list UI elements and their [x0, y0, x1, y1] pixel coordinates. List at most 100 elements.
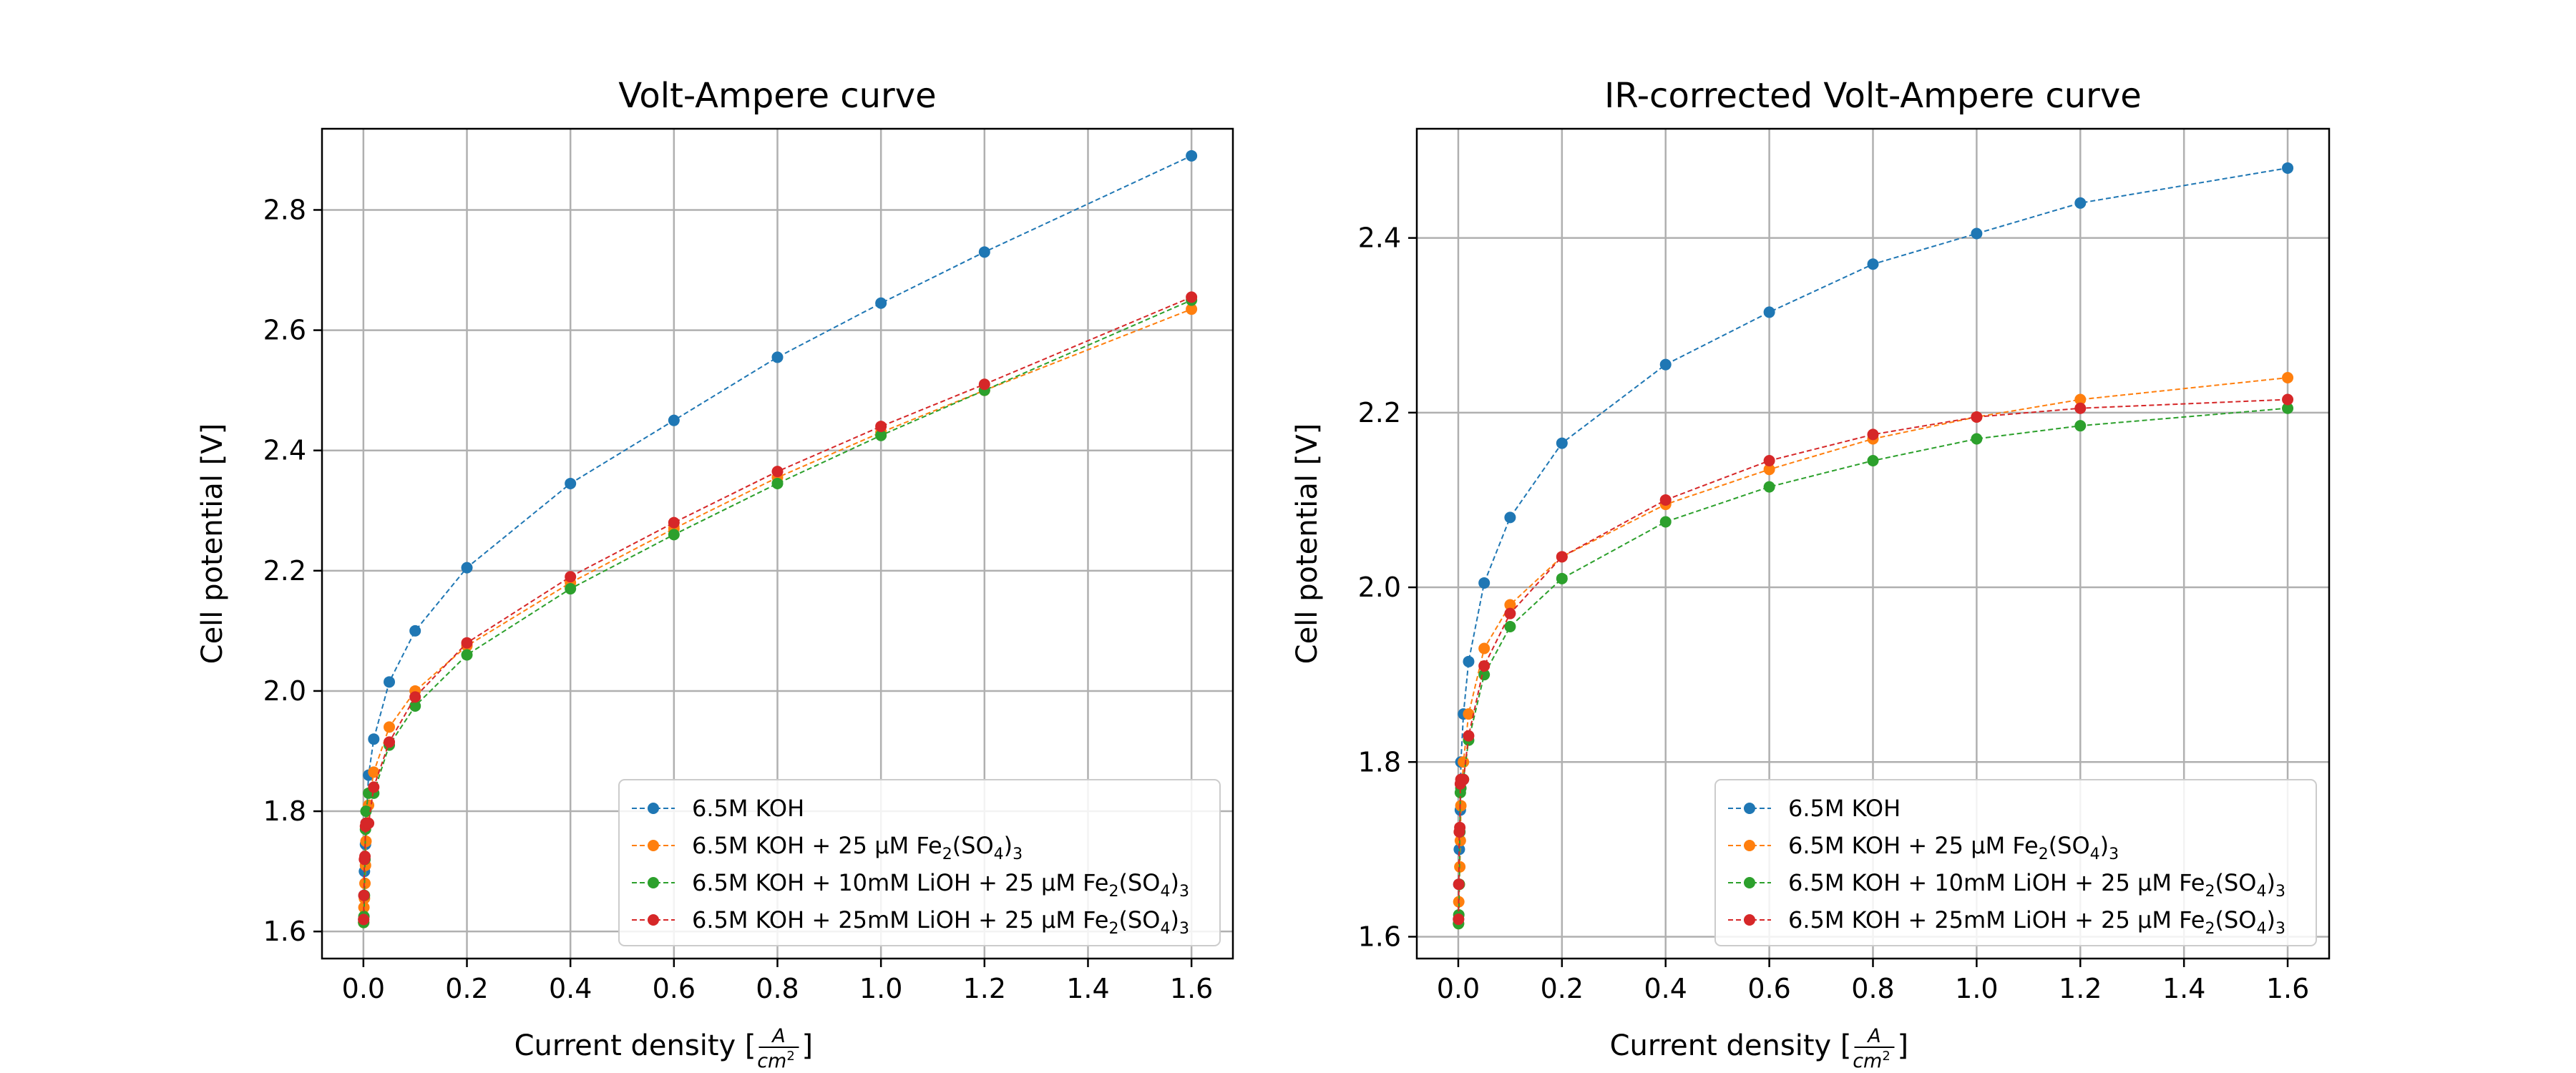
legend-swatch-marker — [1744, 803, 1755, 814]
plot-frame — [1415, 127, 2331, 960]
data-point-s2 — [2074, 420, 2087, 432]
x-tick-label: 1.0 — [859, 973, 902, 1004]
legend-subscript: 3 — [1013, 846, 1023, 863]
data-point-s2 — [1659, 516, 1672, 528]
x-tick-label: 0.6 — [653, 973, 696, 1004]
data-point-s0 — [2282, 162, 2294, 174]
data-point-s3 — [409, 691, 421, 703]
data-point-s3 — [1556, 551, 1568, 563]
data-point-s0 — [1971, 227, 1983, 240]
legend-formula-part: (SO — [2215, 869, 2256, 896]
legend-swatch-marker — [648, 877, 659, 888]
x-axis-label-suffix: ] — [1898, 1029, 1909, 1062]
data-point-s3 — [1463, 730, 1475, 742]
data-point-s1 — [1763, 464, 1775, 476]
y-tick-label: 1.8 — [263, 795, 306, 827]
legend-box — [1714, 779, 2317, 946]
data-point-s2 — [565, 583, 577, 595]
data-point-s2 — [461, 649, 473, 661]
legend-entry-text: 6.5M KOH + 25 μM Fe — [692, 832, 942, 859]
legend-subscript: 2 — [2205, 883, 2215, 901]
legend-swatch-marker — [648, 914, 659, 926]
data-point-s3 — [368, 781, 380, 793]
x-tick-label: 1.6 — [1170, 973, 1213, 1004]
legend-entry-3: 6.5M KOH + 25mM LiOH + 25 μM Fe2(SO4)3 — [692, 906, 1189, 938]
y-tick-label: 2.6 — [263, 315, 306, 346]
data-point-s0 — [384, 676, 396, 688]
data-point-s3 — [384, 736, 396, 748]
legend-entry-text: 6.5M KOH + 25mM LiOH + 25 μM Fe — [1788, 906, 2205, 934]
legend-subscript: 3 — [2109, 846, 2119, 863]
x-tick-label: 0.8 — [756, 973, 799, 1004]
data-point-s1 — [384, 721, 396, 733]
data-point-s3 — [2074, 402, 2087, 414]
data-point-s0 — [771, 351, 784, 363]
legend-formula-part: (SO — [2215, 906, 2256, 934]
legend-swatch-marker — [648, 840, 659, 851]
data-point-s3 — [978, 378, 990, 391]
data-point-s0 — [2074, 197, 2087, 209]
data-point-s3 — [1867, 428, 1879, 441]
x-axis-label-den-exponent: 2 — [786, 1049, 794, 1064]
data-point-s0 — [1478, 577, 1491, 589]
data-point-s3 — [668, 516, 680, 529]
legend-entry-3: 6.5M KOH + 25mM LiOH + 25 μM Fe2(SO4)3 — [1788, 906, 2285, 938]
legend-entry-0: 6.5M KOH — [692, 795, 804, 822]
data-point-s0 — [461, 562, 473, 574]
data-point-s1 — [1478, 642, 1491, 655]
legend-formula-part: ) — [1170, 869, 1179, 896]
data-point-s3 — [1971, 411, 1983, 423]
y-tick-label: 2.4 — [1358, 222, 1401, 254]
x-tick-label: 1.4 — [2162, 973, 2205, 1004]
legend-swatch-marker — [1744, 877, 1755, 888]
data-point-s0 — [978, 246, 990, 258]
legend-entry-1: 6.5M KOH + 25 μM Fe2(SO4)3 — [1788, 832, 2119, 863]
legend-subscript: 3 — [2275, 920, 2285, 938]
x-axis-label: Current density [ — [1610, 1029, 1852, 1062]
y-tick-label: 1.6 — [1358, 921, 1401, 952]
y-axis-label: Cell potential [V] — [1291, 423, 1324, 665]
data-point-s3 — [1454, 821, 1466, 833]
series-line-2 — [1458, 407, 2288, 924]
legend-entry-text: 6.5M KOH — [1788, 795, 1901, 822]
x-axis-label-numerator: A — [1866, 1025, 1880, 1047]
data-point-s3 — [1763, 455, 1775, 466]
x-tick-label: 0.6 — [1747, 973, 1790, 1004]
legend-subscript: 4 — [1160, 920, 1170, 938]
data-point-s0 — [565, 477, 577, 489]
x-axis-label-denominator: cm2 — [1853, 1049, 1890, 1072]
chart-title: Volt-Ampere curve — [618, 76, 936, 116]
data-point-s2 — [875, 429, 887, 441]
data-point-s1 — [2282, 372, 2294, 383]
x-tick-label: 0.4 — [549, 973, 592, 1004]
data-point-s1 — [1463, 708, 1475, 720]
data-point-s2 — [771, 477, 784, 489]
legend-subscript: 2 — [2039, 846, 2049, 863]
legend-entry-0: 6.5M KOH — [1788, 795, 1901, 822]
data-point-s3 — [1453, 913, 1465, 926]
x-tick-label: 0.4 — [1644, 973, 1687, 1004]
legend-formula-part: (SO — [1118, 869, 1160, 896]
data-point-s1 — [1458, 756, 1470, 768]
legend-formula-part: (SO — [952, 832, 994, 859]
legend-subscript: 3 — [1179, 920, 1189, 938]
legend-subscript: 4 — [2256, 920, 2266, 938]
legend-subscript: 3 — [2275, 883, 2285, 901]
data-point-s3 — [1504, 607, 1516, 619]
data-point-s3 — [875, 421, 887, 433]
y-tick-label: 1.6 — [263, 916, 306, 947]
legend-swatch-marker — [1744, 914, 1755, 926]
data-point-s0 — [1763, 306, 1775, 318]
legend-subscript: 4 — [2256, 883, 2266, 901]
legend-subscript: 4 — [994, 846, 1004, 863]
data-point-s0 — [668, 414, 680, 426]
data-point-s2 — [1504, 621, 1516, 632]
data-point-s3 — [771, 466, 784, 478]
x-tick-label: 1.2 — [2059, 973, 2102, 1004]
legend-entry-1: 6.5M KOH + 25 μM Fe2(SO4)3 — [692, 832, 1023, 863]
legend-subscript: 4 — [1160, 883, 1170, 901]
legend-subscript: 2 — [1108, 883, 1118, 901]
x-axis-label-denominator: cm2 — [757, 1049, 795, 1072]
y-tick-label: 2.4 — [263, 435, 306, 466]
legend-subscript: 2 — [2205, 920, 2215, 938]
